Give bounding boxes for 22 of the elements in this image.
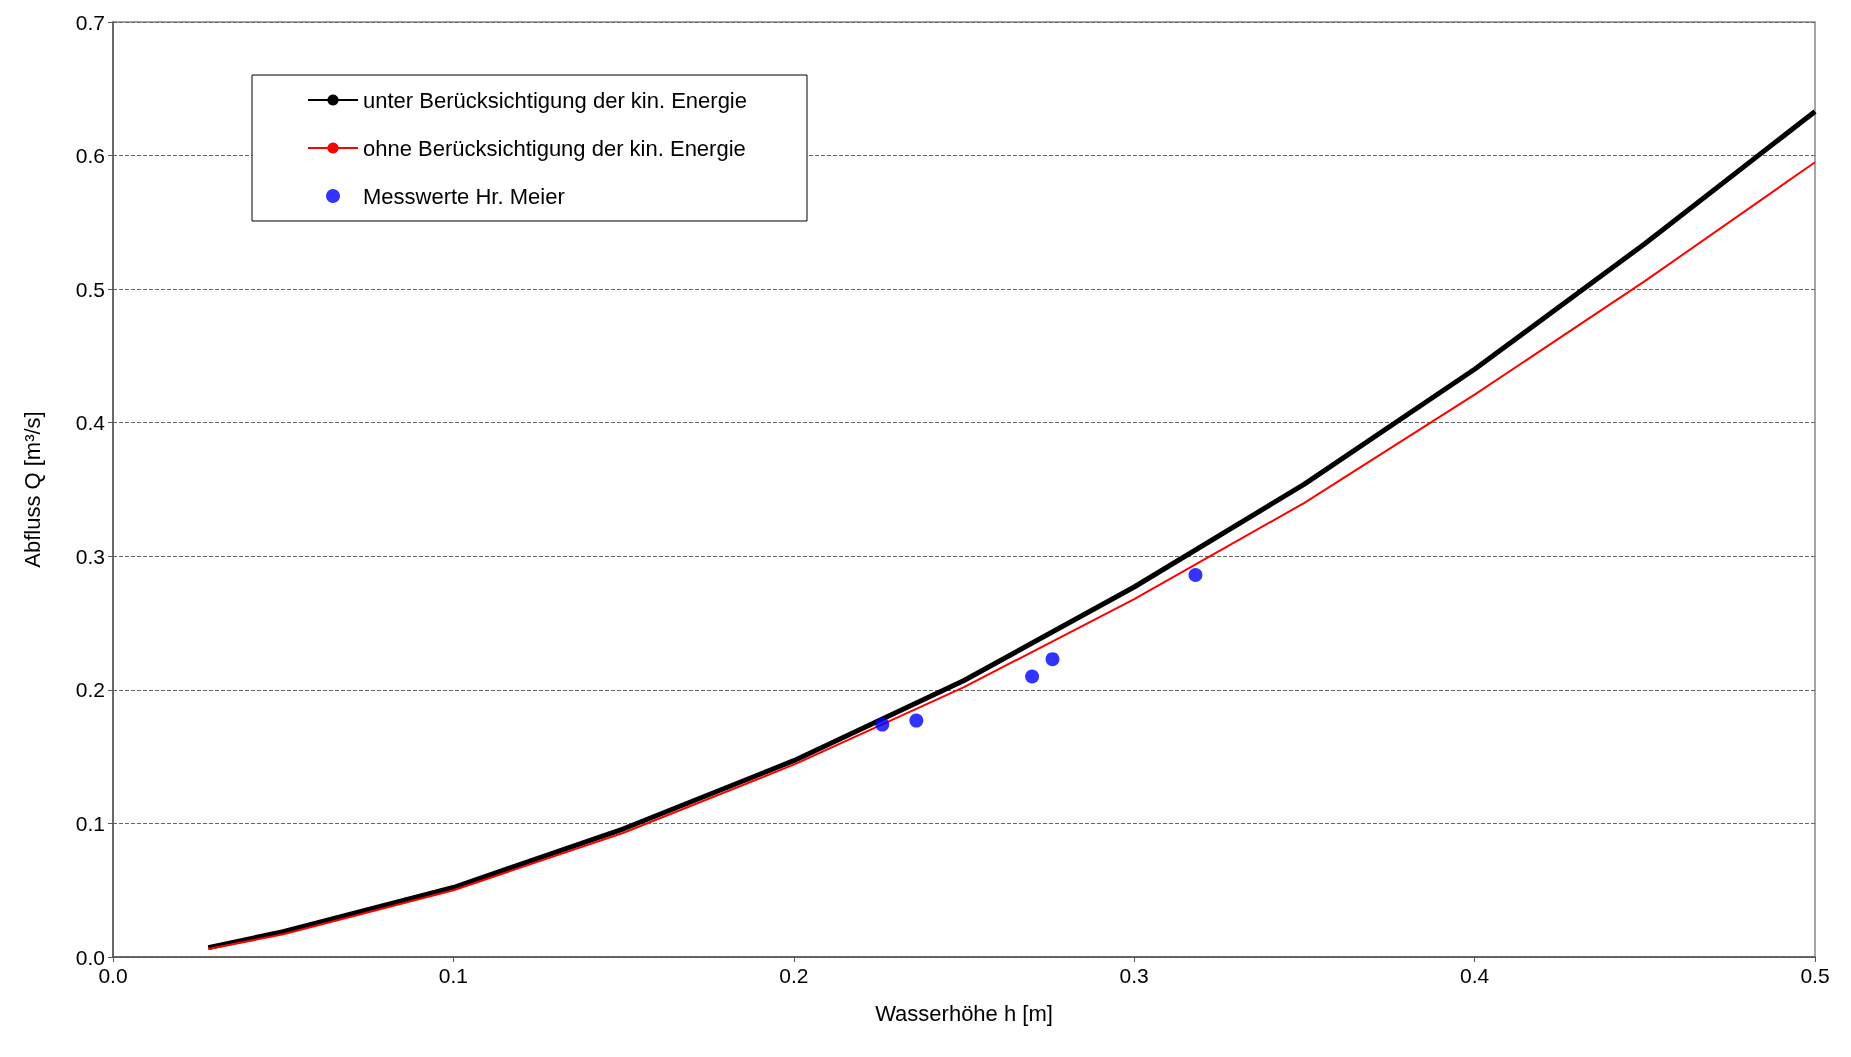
point (1188, 567, 1203, 582)
point (875, 717, 890, 732)
point (1025, 669, 1040, 684)
x-axis-title: Wasserhöhe h [m] (875, 1000, 1053, 1026)
y-tick-label: 0.6 (75, 144, 105, 168)
x-tick-label: 0.2 (779, 964, 809, 987)
legend-label: Messwerte Hr. Meier (363, 183, 565, 209)
point (1045, 652, 1060, 667)
y-tick-label: 0.7 (75, 10, 105, 34)
point (909, 713, 924, 728)
legend-label: unter Berücksichtigung der kin. Energie (363, 87, 747, 113)
y-tick-label: 0.2 (75, 678, 105, 702)
y-axis-title: Abfluss Q [m³/s] (19, 411, 45, 568)
x-tick-label: 0.5 (1800, 964, 1830, 987)
x-tick-label: 0.3 (1119, 964, 1149, 987)
y-tick-label: 0.4 (75, 411, 106, 435)
legend-label: ohne Berücksichtigung der kin. Energie (363, 135, 746, 161)
x-tick-label: 0.4 (1460, 964, 1490, 987)
y-tick-label: 0.1 (75, 811, 105, 835)
y-tick-label: 0.3 (75, 544, 105, 568)
y-tick-label: 0.5 (75, 277, 105, 301)
x-tick-label: 0.1 (438, 964, 468, 987)
